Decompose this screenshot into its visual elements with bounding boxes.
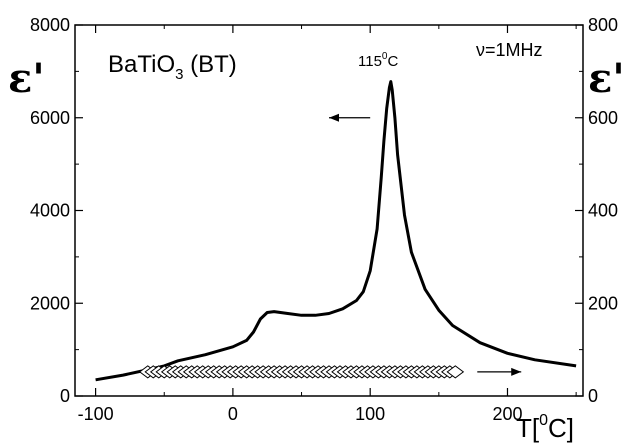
y-left-tick-label: 2000	[30, 293, 70, 313]
x-tick-label: 100	[355, 404, 385, 424]
peak-annotation: 1150C	[358, 51, 398, 70]
frequency-annotation: ν=1MHz	[476, 40, 543, 60]
y-left-tick-label: 6000	[30, 108, 70, 128]
arrow-head-right	[511, 367, 522, 376]
y-right-tick-label: 200	[588, 293, 618, 313]
y-left-big-label: ε'	[8, 55, 45, 102]
arrow-head-left	[329, 113, 339, 122]
material-annotation: BaTiO3 (BT)	[108, 51, 237, 83]
y-left-tick-label: 8000	[30, 15, 70, 35]
plot-frame	[74, 24, 584, 397]
diamond-marker	[446, 365, 465, 379]
y-left-tick-label: 0	[60, 386, 70, 406]
epsilon-bt-curve	[95, 80, 577, 382]
y-left-tick-label: 4000	[30, 201, 70, 221]
x-tick-label: -100	[78, 404, 114, 424]
x-tick-label: 0	[228, 404, 238, 424]
x-axis-label: T[0C]	[516, 412, 574, 443]
y-right-big-label: ε'	[588, 55, 625, 102]
x-tick-label: 200	[492, 404, 522, 424]
y-right-tick-label: 0	[588, 386, 598, 406]
y-right-tick-label: 800	[588, 15, 618, 35]
y-right-tick-label: 600	[588, 108, 618, 128]
y-right-tick-label: 400	[588, 201, 618, 221]
